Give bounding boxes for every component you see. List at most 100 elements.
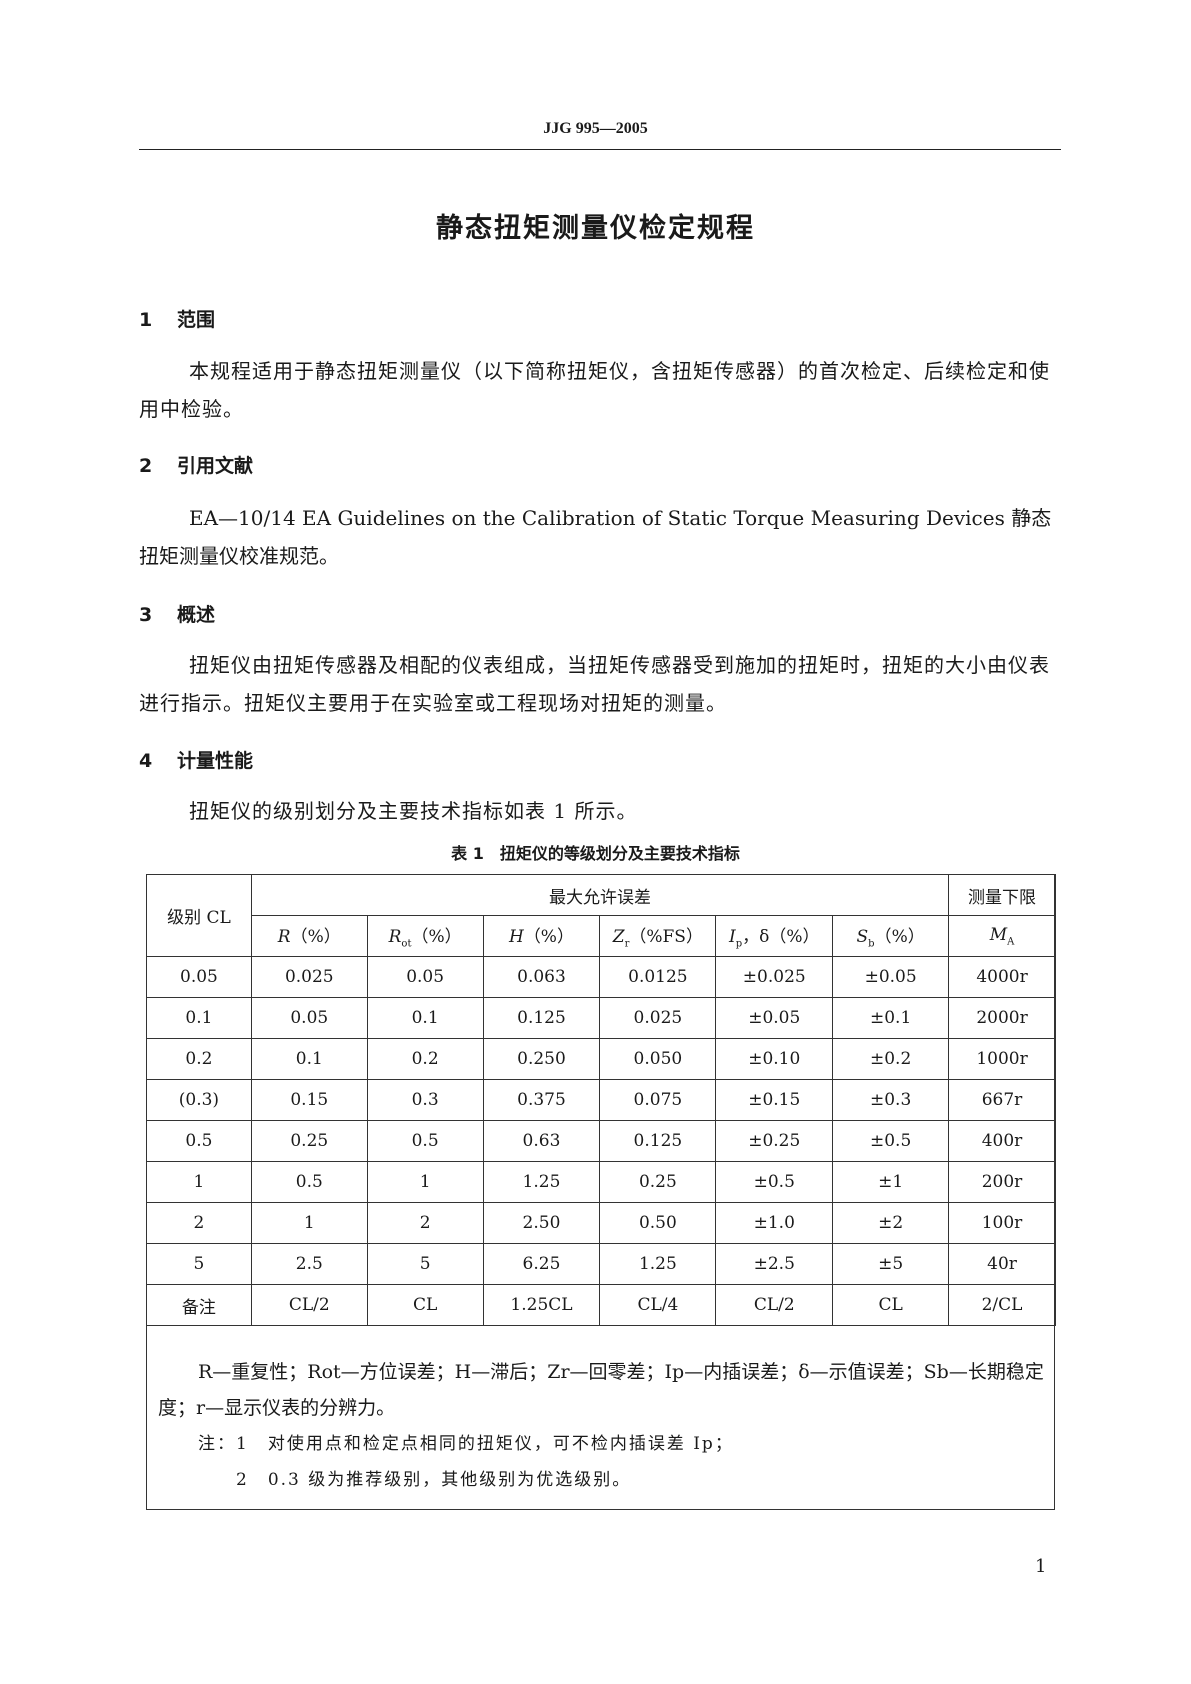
subheader-cell: Sb（%） [832, 915, 950, 957]
table-cell: ±0.5 [832, 1120, 950, 1162]
table-cell: (0.3) [146, 1079, 252, 1121]
table-cell: ±0.3 [832, 1079, 950, 1121]
header-limit: 测量下限 [948, 874, 1056, 916]
table-cell: 1 [250, 1202, 368, 1244]
table-cell: 0.250 [482, 1038, 601, 1080]
note-1: 注：1 对使用点和检定点相同的扭矩仪，可不检内插误差 Ip； [198, 1434, 734, 1454]
table-cell: 1 [366, 1161, 484, 1203]
table-cell: ±0.10 [715, 1038, 834, 1080]
table-cell: 0.375 [482, 1079, 601, 1121]
table-row: 0.5 0.25 0.5 0.63 0.125 ±0.25 ±0.5 400r [146, 1120, 1056, 1162]
table-row: 0.1 0.05 0.1 0.125 0.025 ±0.05 ±0.1 2000r [146, 997, 1056, 1039]
table-cell: ±0.05 [832, 956, 950, 998]
table-cell: 0.063 [482, 956, 601, 998]
table-row: 0.2 0.1 0.2 0.250 0.050 ±0.10 ±0.2 1000r [146, 1038, 1056, 1080]
table-cell: ±2 [832, 1202, 950, 1244]
header-class: 级别 CL [146, 874, 252, 957]
table-cell: ±0.05 [715, 997, 834, 1039]
table-row: 5 2.5 5 6.25 1.25 ±2.5 ±5 40r [146, 1243, 1056, 1285]
table-cell: ±0.15 [715, 1079, 834, 1121]
table-cell: ±1.0 [715, 1202, 834, 1244]
subheader-cell: Rot（%） [366, 915, 484, 957]
table-cell: ±0.5 [715, 1161, 834, 1203]
subheader-cell: R（%） [250, 915, 368, 957]
section-heading: 2 引用文献 [139, 455, 254, 477]
table-cell: 0.25 [599, 1161, 717, 1203]
table-cell: 1.25 [482, 1161, 601, 1203]
symbol-legend: R—重复性；Rot—方位误差；H—滞后；Zr—回零差；Ip—内插误差；δ—示值误… [158, 1361, 1044, 1419]
header-limit-symbol: MA [948, 915, 1056, 957]
table-row: 2 1 2 2.50 0.50 ±1.0 ±2 100r [146, 1202, 1056, 1244]
table-cell: 1.25CL [482, 1284, 601, 1326]
table-cell: 0.2 [366, 1038, 484, 1080]
subheader-cell: H（%） [482, 915, 601, 957]
table-cell: 0.050 [599, 1038, 717, 1080]
table-cell: 2 [146, 1202, 252, 1244]
table-cell: ±0.2 [832, 1038, 950, 1080]
table-cell: 0.1 [366, 997, 484, 1039]
note-2: 2 0.3 级为推荐级别，其他级别为优选级别。 [236, 1470, 632, 1490]
table-cell: ±2.5 [715, 1243, 834, 1285]
table-cell: ±0.025 [715, 956, 834, 998]
page-number: 1 [1035, 1556, 1047, 1577]
table-cell: 0.50 [599, 1202, 717, 1244]
table-cell: 1000r [948, 1038, 1056, 1080]
table-row: 1 0.5 1 1.25 0.25 ±0.5 ±1 200r [146, 1161, 1056, 1203]
table-cell: ±0.1 [832, 997, 950, 1039]
section-paragraph: EA—10/14 EA Guidelines on the Calibratio… [139, 506, 1052, 568]
subheader-cell: Zr（%FS） [599, 915, 717, 957]
table-cell: ±1 [832, 1161, 950, 1203]
table-cell: 0.05 [250, 997, 368, 1039]
table-cell: 200r [948, 1161, 1056, 1203]
table-cell: 2.50 [482, 1202, 601, 1244]
table-cell: 0.25 [250, 1120, 368, 1162]
table-cell: 667r [948, 1079, 1056, 1121]
running-header: JJG 995—2005 [543, 120, 648, 137]
table-cell: 0.025 [250, 956, 368, 998]
table-cell: 1 [146, 1161, 252, 1203]
table-cell: ±5 [832, 1243, 950, 1285]
table-cell: 0.075 [599, 1079, 717, 1121]
header-rule [139, 149, 1061, 150]
table-cell: 100r [948, 1202, 1056, 1244]
table-cell: 0.1 [146, 997, 252, 1039]
table-cell: CL [832, 1284, 950, 1326]
table-cell: 2.5 [250, 1243, 368, 1285]
section-heading: 1 范围 [139, 309, 216, 331]
table-cell: 4000r [948, 956, 1056, 998]
table-cell: 0.5 [146, 1120, 252, 1162]
subheader-cell: Ip，δ（%） [715, 915, 834, 957]
section-heading: 3 概述 [139, 604, 216, 626]
table-cell: CL/4 [599, 1284, 717, 1326]
table-row: (0.3) 0.15 0.3 0.375 0.075 ±0.15 ±0.3 667r [146, 1079, 1056, 1121]
table-cell: 0.2 [146, 1038, 252, 1080]
section-paragraph: 扭矩仪的级别划分及主要技术指标如表 1 所示。 [189, 799, 638, 823]
table-cell: 5 [146, 1243, 252, 1285]
table-cell: 6.25 [482, 1243, 601, 1285]
table-cell: 1.25 [599, 1243, 717, 1285]
table-caption: 表 1 扭矩仪的等级划分及主要技术指标 [451, 844, 740, 863]
table-cell: 0.125 [482, 997, 601, 1039]
table-cell: 0.025 [599, 997, 717, 1039]
section-heading: 4 计量性能 [139, 750, 254, 772]
table-cell: 2 [366, 1202, 484, 1244]
table-cell: 0.5 [366, 1120, 484, 1162]
table-cell: 40r [948, 1243, 1056, 1285]
page-title: 静态扭矩测量仪检定规程 [436, 213, 755, 244]
section-paragraph: 本规程适用于静态扭矩测量仪（以下简称扭矩仪，含扭矩传感器）的首次检定、后续检定和… [139, 359, 1050, 421]
table-cell: 400r [948, 1120, 1056, 1162]
table-cell: 2000r [948, 997, 1056, 1039]
spec-table: 级别 CL 最大允许误差 测量下限 R（%） Rot（%） H（%） Zr（%FS） I… [146, 874, 1056, 1326]
table-row: 备注 CL/2 CL 1.25CL CL/4 CL/2 CL 2/CL [146, 1284, 1056, 1326]
table-cell: 0.05 [366, 956, 484, 998]
table-cell: 0.63 [482, 1120, 601, 1162]
table-row: 0.05 0.025 0.05 0.063 0.0125 ±0.025 ±0.05 4000r [146, 956, 1056, 998]
table-cell: 0.15 [250, 1079, 368, 1121]
table-cell: 0.0125 [599, 956, 717, 998]
table-cell: 0.05 [146, 956, 252, 998]
table-cell: 0.5 [250, 1161, 368, 1203]
table-cell: CL [366, 1284, 484, 1326]
table-cell: CL/2 [715, 1284, 834, 1326]
table-cell: ±0.25 [715, 1120, 834, 1162]
table-cell: 0.125 [599, 1120, 717, 1162]
